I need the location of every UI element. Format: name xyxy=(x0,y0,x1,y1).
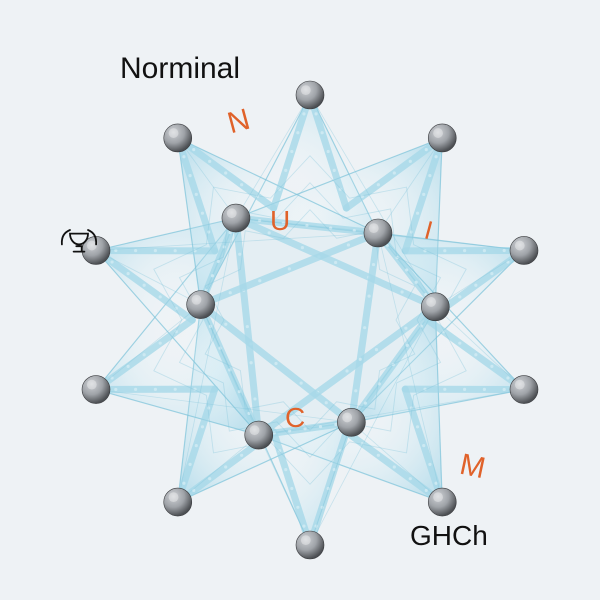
diagram-letter: U xyxy=(270,205,290,237)
network-diagram xyxy=(0,0,600,600)
diagram-label: GHCh xyxy=(410,520,488,552)
diagram-label: Norminal xyxy=(120,52,240,86)
diagram-letter: C xyxy=(285,402,305,434)
